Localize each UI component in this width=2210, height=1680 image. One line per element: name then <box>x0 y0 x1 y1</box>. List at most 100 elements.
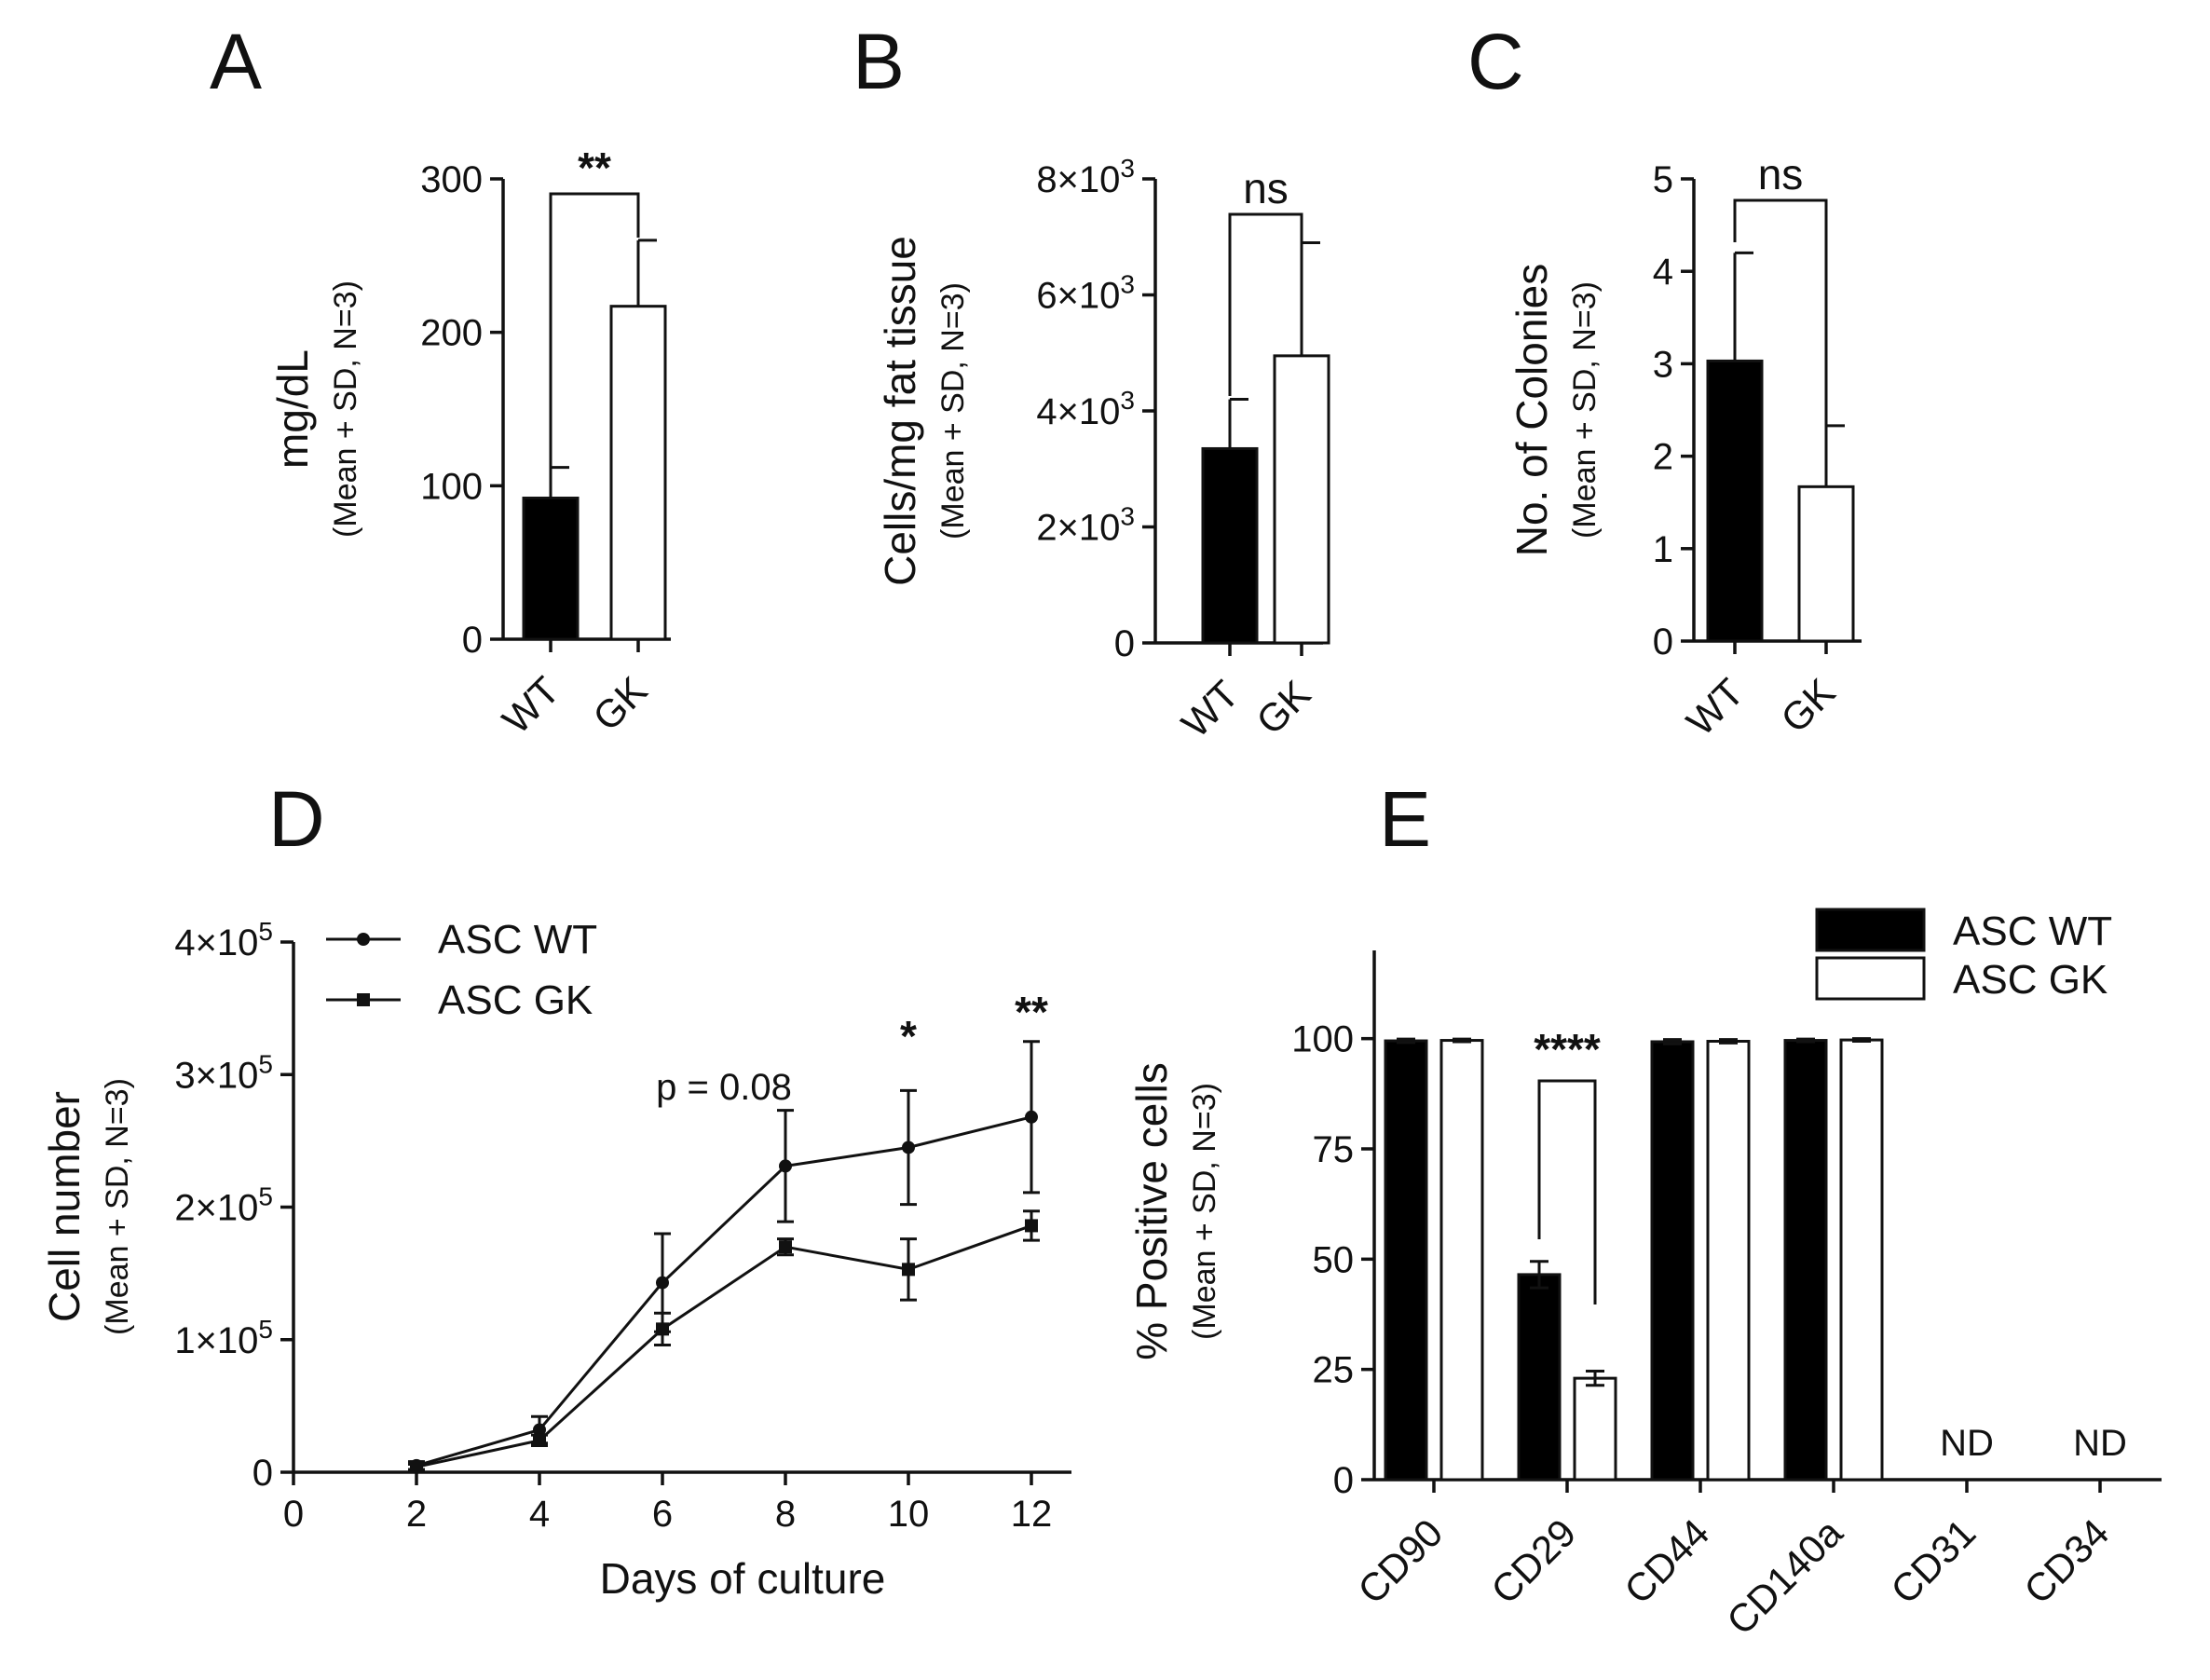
y-tick-label-base: 0 <box>1114 623 1135 664</box>
x-tick-label: 10 <box>888 1494 930 1535</box>
y-axis-subtitle: (Mean + SD, N=3) <box>935 282 971 540</box>
y-axis-subtitle: (Mean + SD, N=3) <box>1567 281 1603 539</box>
annotation: p = 0.08 <box>656 1067 792 1108</box>
y-tick-label-base: 75 <box>1313 1129 1355 1170</box>
significance-label: ** <box>578 143 611 192</box>
legend-swatch <box>1815 908 1926 952</box>
y-tick-label-base: 4×10 <box>174 922 258 963</box>
x-tick-label: 2 <box>406 1494 427 1535</box>
data-point-square <box>533 1433 546 1447</box>
y-tick-label-base: 8×10 <box>1036 159 1120 200</box>
y-tick-label-base: 0 <box>1653 621 1673 662</box>
y-tick-label-base: 1 <box>1653 529 1673 570</box>
x-category-label: CD44 <box>1616 1510 1717 1612</box>
significance-label: **** <box>1534 1025 1601 1073</box>
data-point-square <box>902 1263 915 1277</box>
y-tick-label-exp: 3 <box>1120 386 1135 415</box>
legend-label: ASC WT <box>1953 908 2112 954</box>
bar-wt <box>522 497 580 641</box>
y-tick-label-base: 100 <box>420 466 483 507</box>
y-axis-title: Cells/mg fat tissue <box>876 236 924 586</box>
not-detected-label: ND <box>2073 1423 2127 1464</box>
significance-label: ns <box>1243 164 1289 212</box>
y-tick-label: 25 <box>1313 1350 1355 1391</box>
panel-letter-e: E <box>1379 775 1431 863</box>
y-tick-label-exp: 5 <box>258 1049 273 1078</box>
y-tick-label: 0 <box>462 620 483 661</box>
y-tick-label: 4×105 <box>174 917 273 963</box>
y-tick-label: 3 <box>1653 344 1673 385</box>
bar-cd44-wt <box>1650 1040 1695 1482</box>
y-tick-label: 75 <box>1313 1129 1355 1170</box>
y-tick-label-base: 50 <box>1313 1239 1355 1280</box>
y-axis-subtitle: (Mean + SD, N=3) <box>328 280 363 538</box>
y-tick-label: 0 <box>1114 623 1135 664</box>
bar-cd29-gk <box>1573 1376 1617 1482</box>
annotation: * <box>900 1012 917 1060</box>
y-axis-title: mg/dL <box>268 349 317 469</box>
y-axis-title: Cell number <box>40 1091 89 1322</box>
y-tick-label: 0 <box>1653 621 1673 662</box>
y-tick-label: 4 <box>1653 252 1673 293</box>
x-tick-label: 4 <box>529 1494 550 1535</box>
legend-swatch <box>1815 956 1926 1001</box>
y-tick-label-base: 100 <box>1291 1019 1354 1060</box>
panel-letter-c: C <box>1467 18 1524 105</box>
y-tick-label-exp: 3 <box>1120 154 1135 183</box>
y-tick-label-exp: 5 <box>258 1315 273 1344</box>
significance-bracket <box>549 192 640 485</box>
x-axis-title: Days of culture <box>600 1554 886 1603</box>
bar-gk <box>1273 354 1330 645</box>
series-line-0 <box>416 1115 1032 1468</box>
bar-gk <box>609 305 667 641</box>
y-tick-label: 100 <box>420 466 483 507</box>
y-tick-label-base: 200 <box>420 313 483 354</box>
data-point-circle <box>902 1140 915 1154</box>
data-point-circle <box>656 1276 669 1290</box>
x-tick-label: 0 <box>283 1494 304 1535</box>
chart-e: 0 25 50 75 100 % Positive cells (Mean + SD, N=… <box>1127 908 2162 1643</box>
y-tick-label: 1 <box>1653 529 1673 570</box>
y-tick-label: 2×103 <box>1036 502 1135 549</box>
y-tick-label-base: 25 <box>1313 1350 1355 1391</box>
legend-marker-circle <box>357 933 370 946</box>
bar-wt <box>1706 359 1764 643</box>
legend-label: ASC GK <box>438 977 593 1023</box>
annotation: ** <box>1015 988 1048 1036</box>
y-tick-label: 2×105 <box>174 1182 273 1229</box>
bar-cd90-wt <box>1384 1039 1428 1482</box>
y-tick-label-base: 0 <box>252 1453 273 1494</box>
x-tick-label: 8 <box>775 1494 796 1535</box>
y-tick-label-base: 3 <box>1653 344 1673 385</box>
y-tick-label-exp: 3 <box>1120 270 1135 299</box>
data-point-square <box>1025 1219 1038 1233</box>
bar-cd90-gk <box>1439 1039 1484 1482</box>
legend-label: ASC GK <box>1953 957 2108 1003</box>
x-category-label: CD34 <box>2015 1510 2117 1612</box>
y-tick-label-base: 2 <box>1653 437 1673 478</box>
y-axis-title: No. of Colonies <box>1507 264 1556 557</box>
panel-letter-b: B <box>853 18 905 105</box>
y-axis-subtitle: (Mean + SD, N=3) <box>1187 1083 1222 1340</box>
y-tick-label: 8×103 <box>1036 154 1135 200</box>
y-tick-label-base: 300 <box>420 159 483 200</box>
x-tick-label: 12 <box>1011 1494 1053 1535</box>
y-tick-label: 6×103 <box>1036 270 1135 317</box>
y-tick-label: 100 <box>1291 1019 1354 1060</box>
y-tick-label: 300 <box>420 159 483 200</box>
x-category-label: CD31 <box>1882 1510 1984 1612</box>
y-tick-label: 3×105 <box>174 1049 273 1096</box>
x-category-label: GK <box>584 668 655 739</box>
y-tick-label: 5 <box>1653 159 1673 200</box>
x-category-label: WT <box>494 668 567 742</box>
significance-bracket <box>1537 1079 1597 1304</box>
chart-a: 0 100 200 300 WT GK ** mg/dL (Mean + SD, N=3) <box>268 143 671 743</box>
bar-cd44-gk <box>1706 1040 1751 1482</box>
y-tick-label: 1×105 <box>174 1315 273 1361</box>
y-tick-label: 0 <box>1333 1460 1354 1501</box>
y-tick-label-base: 4 <box>1653 252 1673 293</box>
y-tick-label: 200 <box>420 313 483 354</box>
legend-marker-square <box>357 993 370 1006</box>
y-tick-label-base: 5 <box>1653 159 1673 200</box>
